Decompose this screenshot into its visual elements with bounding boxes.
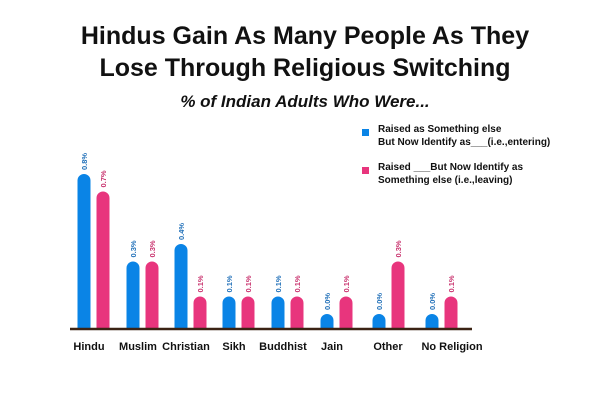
x-tick-label: Buddhist bbox=[259, 341, 307, 353]
title-line-1: Hindus Gain As Many People As They bbox=[80, 22, 530, 50]
chart-subtitle: % of Indian Adults Who Were... bbox=[180, 92, 430, 111]
legend-text: Raised as Something else bbox=[378, 124, 502, 135]
bar-other-entering bbox=[372, 314, 386, 328]
bar-christian-leaving bbox=[193, 296, 207, 328]
data-label: 0.0% bbox=[428, 293, 437, 310]
bar-sikh-entering bbox=[222, 296, 236, 328]
legend-text: Something else (i.e.,leaving) bbox=[378, 175, 513, 186]
legend-entering: Raised as Something else But Now Identify… bbox=[362, 123, 551, 149]
bar-christian-entering bbox=[174, 244, 188, 328]
bar-sikh-leaving bbox=[241, 296, 255, 328]
data-label: 0.1% bbox=[225, 275, 234, 292]
data-label: 0.1% bbox=[342, 275, 351, 292]
data-label: 0.0% bbox=[375, 293, 384, 310]
x-tick-label: Jain bbox=[321, 341, 343, 353]
data-label: 0.1% bbox=[274, 275, 283, 292]
chart-title: Hindus Gain As Many People As They Lose T… bbox=[0, 20, 610, 84]
data-label: 0.1% bbox=[244, 275, 253, 292]
bar-hindu-leaving bbox=[96, 191, 110, 328]
bar-no-religion-entering bbox=[425, 314, 439, 328]
data-label: 0.7% bbox=[99, 170, 108, 187]
x-tick-label: No Religion bbox=[421, 341, 482, 353]
data-label: 0.1% bbox=[447, 275, 456, 292]
legend-swatch-pink bbox=[362, 167, 369, 174]
data-label: 0.1% bbox=[196, 275, 205, 292]
legend-swatch-blue bbox=[362, 129, 369, 136]
title-line-2: Lose Through Religious Switching bbox=[99, 54, 511, 82]
x-tick-label: Christian bbox=[162, 341, 210, 353]
bar-muslim-entering bbox=[126, 261, 140, 328]
data-label: 0.3% bbox=[148, 240, 157, 257]
bar-no-religion-leaving bbox=[444, 296, 458, 328]
bar-jain-entering bbox=[320, 314, 334, 328]
x-tick-label: Muslim bbox=[119, 341, 157, 353]
bar-buddhist-entering bbox=[271, 296, 285, 328]
bar-jain-leaving bbox=[339, 296, 353, 328]
x-tick-label: Sikh bbox=[222, 341, 246, 353]
data-label: 0.0% bbox=[323, 293, 332, 310]
legend-text: Raised ___But Now Identify as bbox=[378, 162, 524, 173]
bar-hindu-entering bbox=[77, 174, 91, 328]
data-label: 0.3% bbox=[129, 240, 138, 257]
bar-buddhist-leaving bbox=[290, 296, 304, 328]
data-label: 0.1% bbox=[293, 275, 302, 292]
data-label: 0.4% bbox=[177, 223, 186, 240]
data-label: 0.8% bbox=[80, 153, 89, 170]
bar-muslim-leaving bbox=[145, 261, 159, 328]
x-tick-label: Other bbox=[373, 341, 403, 353]
legend-leaving: Raised ___But Now Identify as Something e… bbox=[362, 161, 524, 187]
data-label: 0.3% bbox=[394, 240, 403, 257]
bar-other-leaving bbox=[391, 261, 405, 328]
x-tick-label: Hindu bbox=[73, 341, 104, 353]
legend-text: But Now Identify as___(i.e.,entering) bbox=[378, 137, 551, 148]
